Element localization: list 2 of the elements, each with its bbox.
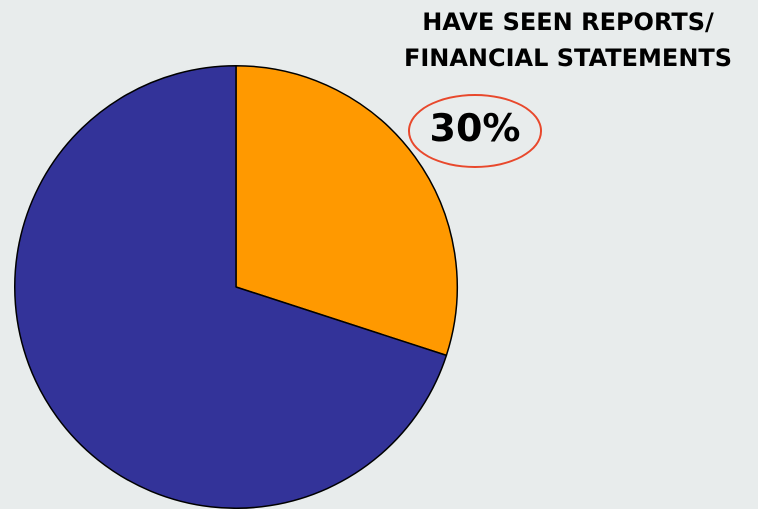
slice-label: HAVE SEEN REPORTS/ FINANCIAL STATEMENTS	[404, 8, 732, 72]
data-label: 30%	[430, 106, 520, 150]
